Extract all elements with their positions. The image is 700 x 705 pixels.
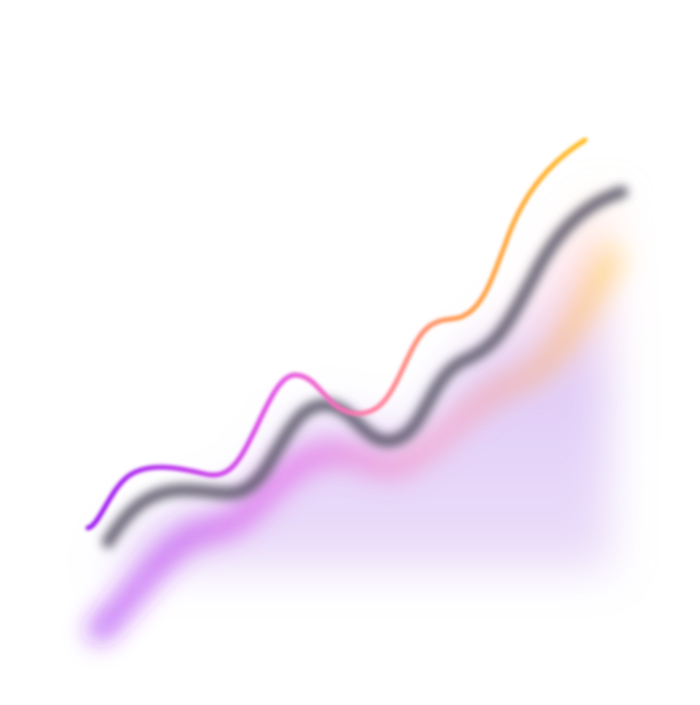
main-wave-line <box>85 137 588 531</box>
shadow-wave <box>102 186 628 548</box>
area-fill <box>110 195 610 570</box>
glow-trail <box>87 247 623 643</box>
